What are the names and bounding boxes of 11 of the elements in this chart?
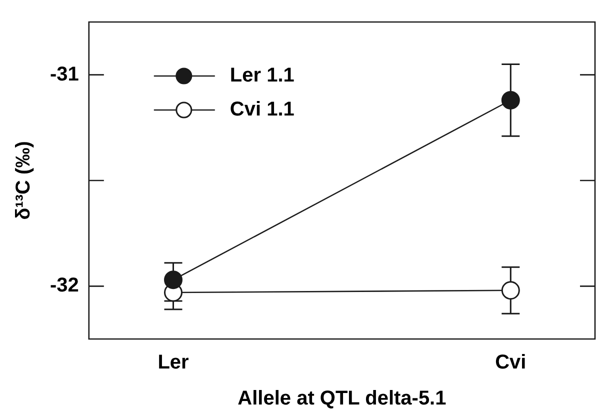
legend-label: Cvi 1.1 (230, 98, 294, 121)
point (501, 281, 520, 300)
y-tick-label: -31 (50, 63, 79, 86)
y-tick-label: -32 (50, 274, 79, 297)
x-axis-title: Allele at QTL delta-5.1 (238, 388, 446, 410)
x-tick-label: Cvi (495, 352, 526, 374)
y-axis-title: δ¹³C (‰) (12, 141, 35, 220)
x-tick-label: Ler (158, 352, 190, 374)
legend-label: Ler 1.1 (230, 64, 294, 87)
point (164, 270, 183, 290)
point (501, 90, 520, 110)
